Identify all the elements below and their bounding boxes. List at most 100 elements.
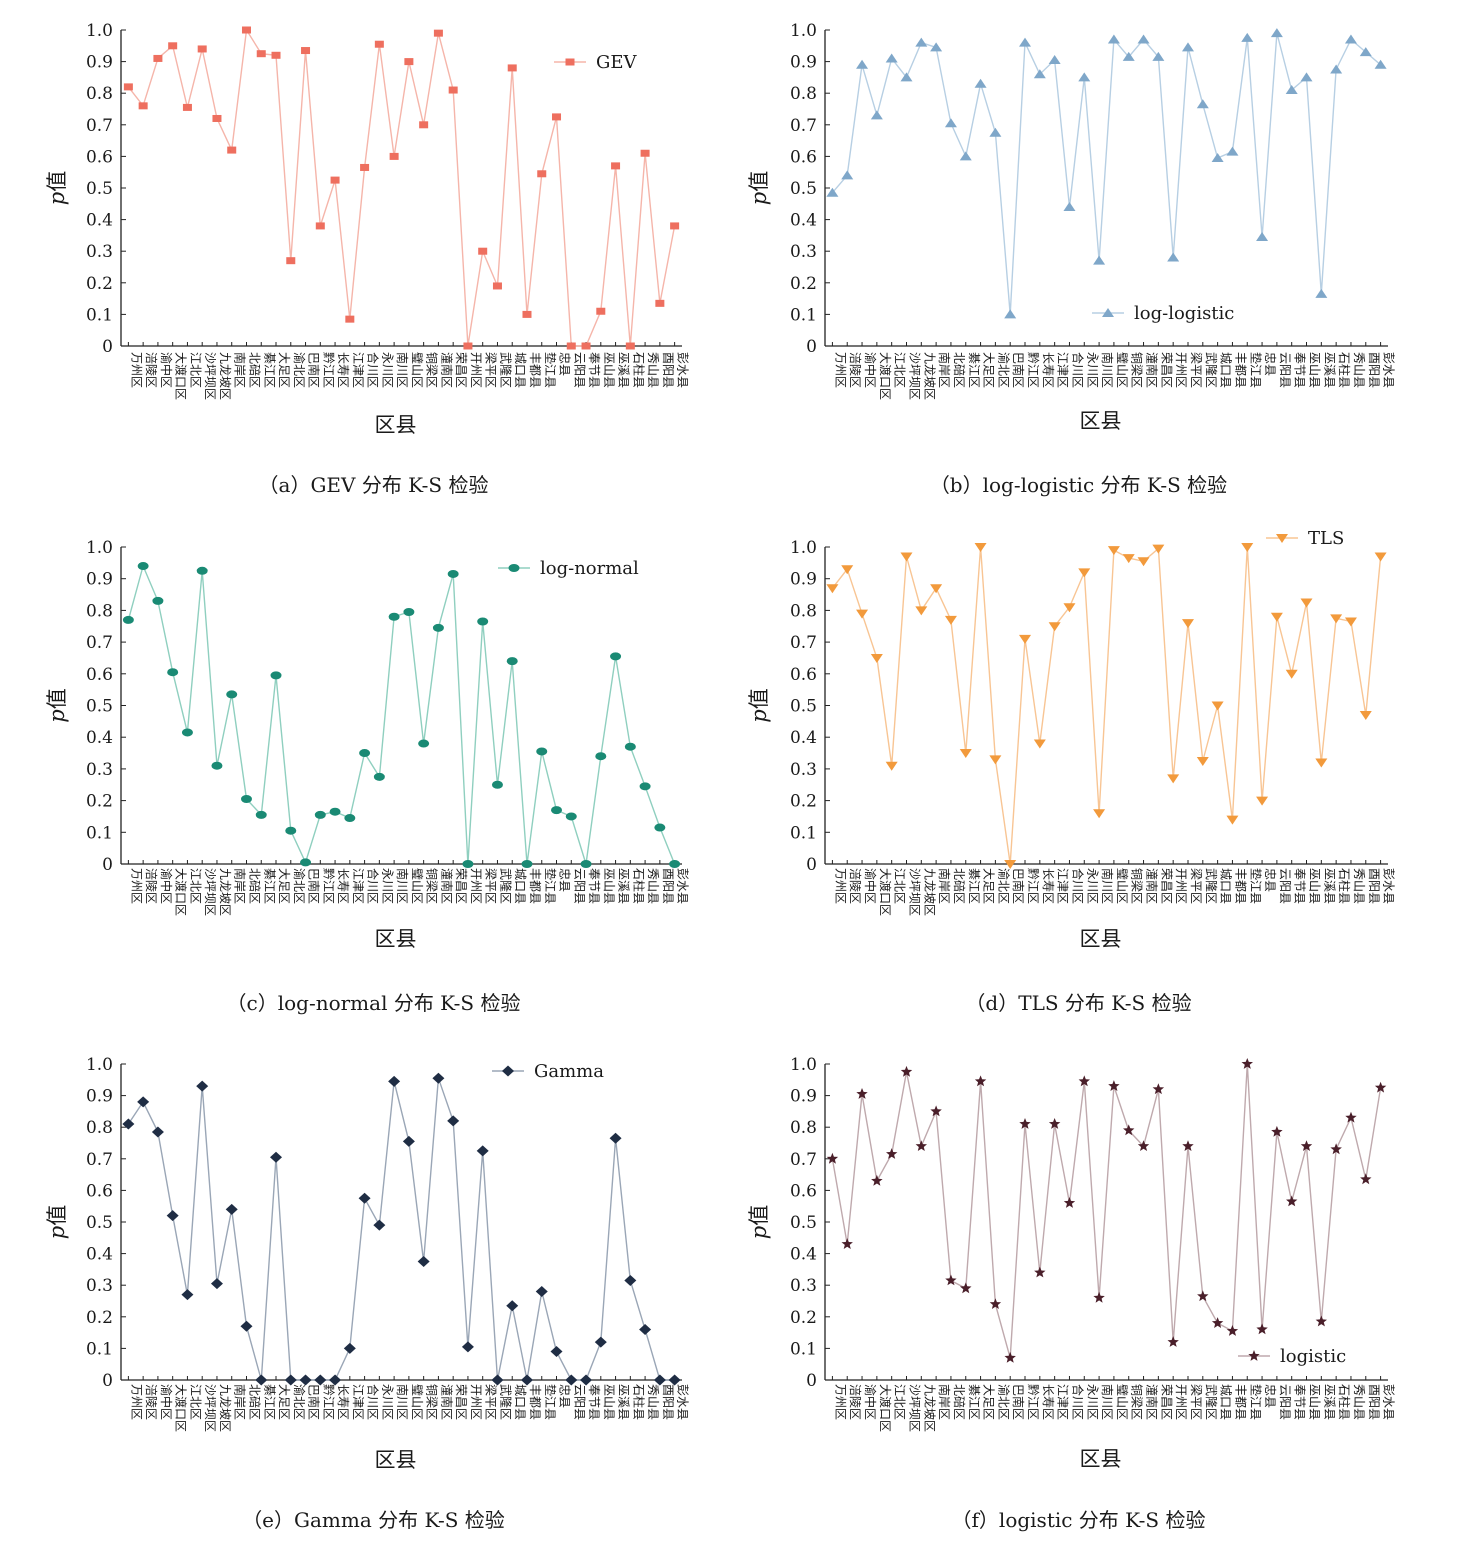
x-tick-label-7: 九龙坡区 — [218, 352, 232, 400]
x-tick-label-31: 云阳县 — [1278, 868, 1292, 904]
data-point — [359, 749, 371, 758]
y-tick-label: 0.6 — [86, 665, 113, 685]
x-tick-label-7: 九龙坡区 — [218, 868, 232, 916]
x-tick-label-24: 开州区 — [1174, 352, 1188, 388]
data-point — [225, 1203, 238, 1215]
data-point — [550, 1346, 563, 1358]
x-tick-label-27: 城口县 — [513, 1384, 527, 1420]
y-axis-title-symbol: p — [45, 192, 69, 205]
x-tick-label-38: 彭水县 — [1382, 868, 1396, 904]
x-tick-label-17: 合川区 — [1071, 1384, 1086, 1420]
x-tick-label-20: 璧山区 — [1115, 352, 1130, 388]
x-tick-label-11: 大足区 — [982, 352, 996, 388]
y-tick-label: 0.5 — [86, 179, 113, 199]
x-tick-label-30: 忠县 — [558, 1384, 572, 1408]
data-point — [389, 152, 399, 160]
data-point — [1241, 1058, 1253, 1069]
x-tick-label-19: 南川区 — [1100, 868, 1115, 904]
data-point — [1019, 1118, 1031, 1129]
x-tick-label-18: 永川区 — [1085, 352, 1099, 388]
data-point — [388, 1075, 401, 1087]
x-tick-label-22: 潼南区 — [1145, 1384, 1160, 1420]
data-point — [581, 342, 591, 350]
y-tick-label: 0.8 — [86, 1118, 113, 1138]
data-point — [1226, 1325, 1239, 1336]
x-tick-label-2: 涪陵区 — [144, 352, 159, 388]
x-tick-label-18: 永川区 — [380, 1384, 394, 1420]
y-tick-label: 0.3 — [790, 1276, 817, 1296]
x-tick-label-16: 江津区 — [351, 1384, 365, 1420]
x-tick-label-20: 璧山区 — [410, 352, 425, 388]
y-tick-label: 0.5 — [790, 179, 817, 199]
y-tick-label: 0.3 — [86, 760, 113, 780]
data-point — [537, 170, 547, 178]
data-point — [885, 761, 898, 771]
data-point — [1285, 669, 1298, 679]
data-point — [463, 342, 473, 350]
x-tick-label-24: 开州区 — [1174, 868, 1188, 904]
x-tick-label-30: 忠县 — [1263, 868, 1277, 892]
x-axis-title: 区县 — [1080, 409, 1122, 433]
x-tick-label-24: 开州区 — [469, 352, 483, 388]
x-tick-label-16: 江津区 — [1056, 352, 1070, 388]
y-axis-title-symbol: p — [747, 1226, 771, 1239]
data-point — [255, 810, 267, 819]
data-point — [1241, 543, 1254, 552]
data-point — [167, 668, 179, 677]
data-point — [624, 742, 636, 751]
data-point — [301, 47, 311, 55]
data-point — [1152, 1083, 1165, 1095]
data-point — [476, 1145, 489, 1157]
data-point — [974, 1075, 987, 1087]
legend-label: Gamma — [534, 1061, 604, 1082]
x-tick-label-11: 大足区 — [277, 1384, 291, 1420]
data-point — [1122, 554, 1135, 564]
x-tick-label-14: 黔江区 — [321, 868, 336, 904]
x-tick-label-37: 酉阳县 — [661, 868, 675, 904]
x-tick-label-4: 大渡口区 — [174, 1384, 189, 1432]
x-tick-label-25: 梁平区 — [1189, 868, 1204, 904]
x-tick-label-7: 九龙坡区 — [922, 868, 936, 916]
y-tick-label: 0.1 — [790, 823, 817, 843]
chart-panel-c: 0 0.1 0.2 0.3 0.4 0.5 0.6 0.7 0.8 0.9 1.0 万州区 涪陵区 渝中区… — [45, 538, 690, 1015]
data-point — [580, 1374, 593, 1386]
data-point — [1123, 1124, 1135, 1136]
x-tick-label-14: 黔江区 — [1026, 352, 1041, 388]
series-line-e — [127, 1077, 675, 1381]
x-tick-label-13: 巴南区 — [1011, 1384, 1026, 1420]
y-axis-title-suffix: 值 — [45, 688, 69, 709]
data-point — [1256, 1323, 1268, 1335]
data-point — [565, 1374, 578, 1386]
data-point — [344, 814, 356, 823]
x-tick-label-26: 武隆区 — [499, 868, 514, 904]
y-tick-label: 0 — [806, 337, 817, 357]
legend-marker — [502, 1065, 514, 1077]
x-tick-label-20: 璧山区 — [1115, 1384, 1130, 1420]
x-tick-label-30: 忠县 — [558, 868, 572, 892]
x-tick-label-33: 巫山县 — [602, 352, 616, 388]
y-tick-label: 0.8 — [790, 1118, 817, 1138]
data-point — [989, 127, 1002, 137]
data-point — [945, 1274, 957, 1286]
legend-marker — [1102, 308, 1114, 317]
data-point — [520, 1374, 533, 1386]
x-tick-label-17: 合川区 — [1071, 868, 1086, 904]
x-tick-label-29: 垫江县 — [543, 868, 558, 904]
data-point — [1315, 758, 1328, 768]
data-point — [974, 543, 987, 552]
x-tick-label-32: 奉节县 — [587, 352, 601, 388]
x-tick-label-33: 巫山县 — [1308, 1384, 1322, 1420]
y-tick-label: 0.7 — [790, 1150, 817, 1170]
y-tick-label: 0.9 — [86, 570, 113, 590]
x-tick-label-13: 巴南区 — [1011, 352, 1026, 388]
x-tick-label-21: 铜梁区 — [425, 868, 440, 904]
y-tick-label: 0 — [806, 1371, 817, 1391]
data-point — [462, 860, 474, 868]
data-point — [299, 1374, 312, 1386]
x-tick-label-34: 巫溪县 — [1322, 868, 1336, 904]
x-tick-label-35: 石柱县 — [1337, 1384, 1352, 1420]
data-point — [900, 72, 913, 82]
panel-caption: （b）log-logistic 分布 K-S 检验 — [930, 473, 1227, 497]
x-tick-label-27: 城口县 — [1219, 352, 1233, 388]
data-point — [959, 151, 972, 161]
